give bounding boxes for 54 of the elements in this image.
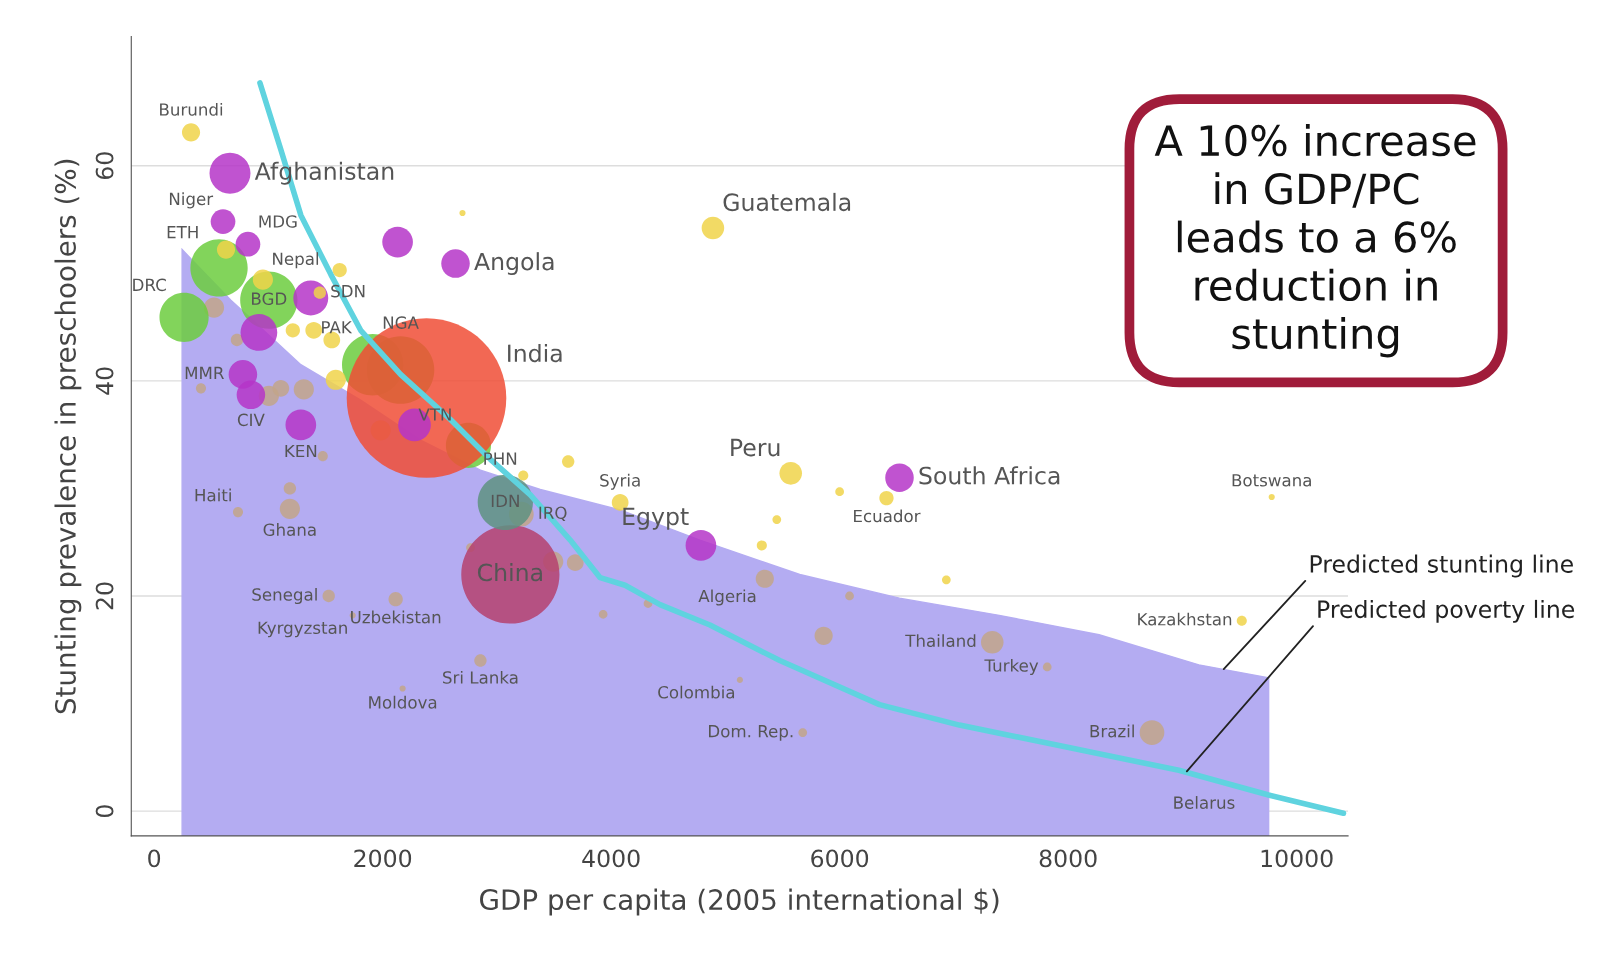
annotation: MDG <box>259 215 297 228</box>
annotation: Syria <box>600 473 640 490</box>
annotation: India <box>508 343 562 363</box>
annotation: Botswana <box>1232 474 1311 487</box>
annotation: Brazil <box>1090 724 1134 738</box>
y-axis-title: Stunting prevalence in preschoolers (%) <box>54 159 82 714</box>
annotation: Senegal <box>252 587 317 605</box>
annotation: South Africa <box>919 466 1060 485</box>
annotation: China <box>477 563 542 582</box>
annotation: Predicted stunting line <box>1310 554 1573 578</box>
annotation: Uzbekistan <box>351 610 441 624</box>
annotation: A 10% increase in GDP/PC leads to a 6% reduction in stunting <box>1154 124 1476 358</box>
annotation: Nepal <box>273 252 319 269</box>
x-tick-label: 8000 <box>1039 849 1097 868</box>
annotation: Egypt <box>623 507 689 530</box>
x-tick-label: 2000 <box>354 849 412 868</box>
annotation: Thailand <box>905 634 976 648</box>
annotation: PAK <box>322 321 353 334</box>
annotation: Moldova <box>369 695 437 709</box>
x-tick-label: 10000 <box>1261 849 1333 868</box>
annotation: Niger <box>169 192 214 209</box>
annotation: BGD <box>252 292 287 305</box>
annotation: ETH <box>167 226 198 239</box>
annotation: Dom. Rep. <box>709 725 793 741</box>
annotation: Colombia <box>658 685 735 699</box>
x-tick-label: 4000 <box>582 849 640 868</box>
annotation: Kazakhstan <box>1138 612 1232 626</box>
annotation: Kyrgyzstan <box>258 621 347 638</box>
y-tick-label: 20 <box>95 582 114 610</box>
annotation: Algeria <box>698 589 756 606</box>
annotation: Ecuador <box>854 509 921 523</box>
annotation: Belarus <box>1174 796 1235 809</box>
annotation: Angola <box>474 252 554 276</box>
y-tick-label: 60 <box>95 152 114 180</box>
annotation: IRQ <box>539 506 567 521</box>
x-axis-title: GDP per capita (2005 international $) <box>480 888 999 916</box>
annotation: CIV <box>237 413 265 427</box>
y-tick-label: 0 <box>95 805 114 818</box>
annotation: IDN <box>491 494 519 507</box>
annotation: DRC <box>133 278 166 292</box>
annotation: VTN <box>418 408 451 421</box>
annotation: Haiti <box>195 488 231 502</box>
annotation: Ghana <box>263 523 316 537</box>
x-tick-label: 6000 <box>811 849 869 868</box>
annotation: Predicted poverty line <box>1318 599 1575 623</box>
annotation: Sri Lanka <box>443 670 518 684</box>
annotation: Turkey <box>984 658 1039 676</box>
annotation: KEN <box>285 444 317 458</box>
annotation: Guatemala <box>723 192 851 212</box>
annotation: MMR <box>185 366 224 379</box>
annotation: Peru <box>731 438 780 457</box>
x-tick-label: 0 <box>148 849 161 868</box>
y-tick-label: 40 <box>95 367 114 395</box>
annotation: Burundi <box>160 102 223 116</box>
